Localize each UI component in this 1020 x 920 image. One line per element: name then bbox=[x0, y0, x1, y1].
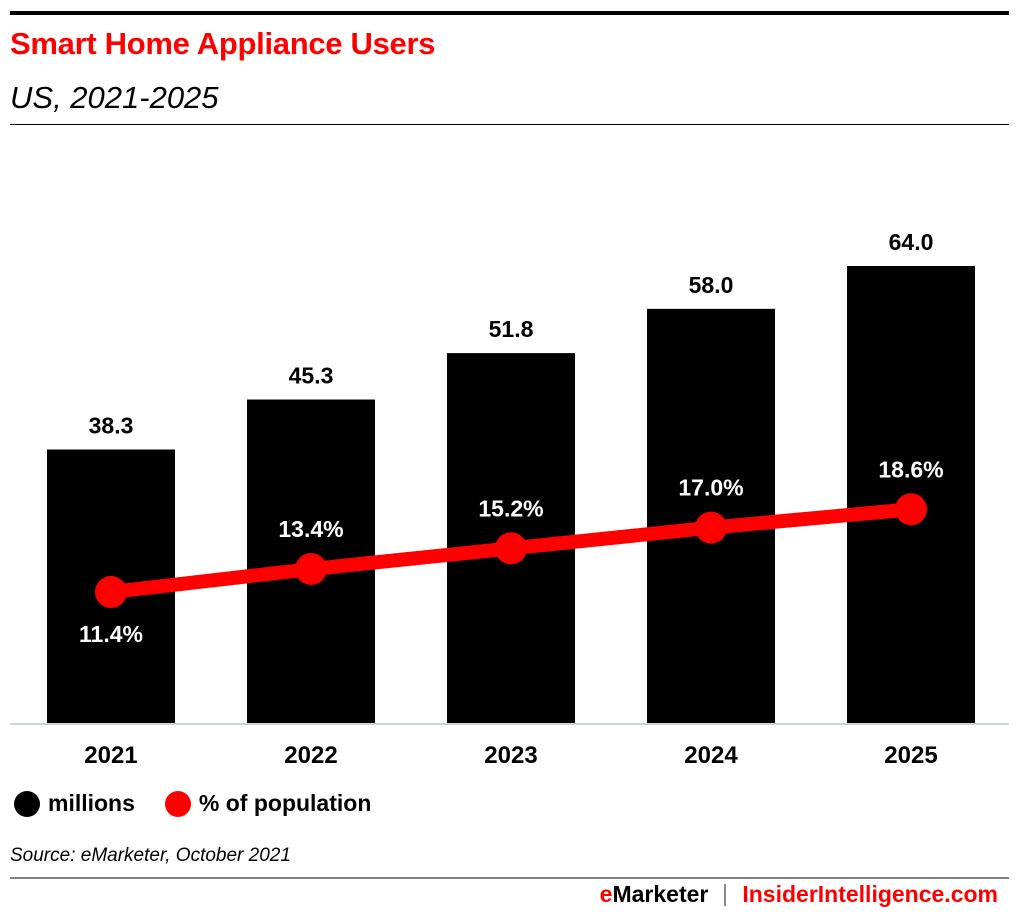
percent-label-2024: 17.0% bbox=[678, 475, 743, 501]
legend-label-millions: millions bbox=[48, 790, 135, 816]
x-tick-label-2022: 2022 bbox=[284, 742, 337, 769]
legend-label-percent: % of population bbox=[198, 790, 372, 816]
footer-separator bbox=[724, 883, 727, 906]
site-link[interactable]: InsiderIntelligence.com bbox=[742, 881, 998, 907]
bar-value-label-2023: 51.8 bbox=[489, 316, 534, 342]
percent-label-2023: 15.2% bbox=[478, 495, 543, 521]
chart-subtitle: US, 2021-2025 bbox=[10, 80, 219, 115]
bar-value-label-2024: 58.0 bbox=[689, 272, 734, 298]
subtitle-rule bbox=[10, 124, 1009, 125]
legend-swatch-percent bbox=[164, 790, 191, 817]
chart-area: 38.3 2021 45.3 2022 51.8 2023 58.0 2024 64.0 2025… bbox=[10, 229, 1009, 769]
chart-title: Smart Home Appliance Users bbox=[10, 26, 436, 61]
x-tick-label-2024: 2024 bbox=[684, 742, 738, 769]
percent-point-2024 bbox=[695, 511, 727, 544]
bar-value-label-2025: 64.0 bbox=[889, 229, 934, 255]
footer-branding: eMarketer InsiderIntelligence.com bbox=[600, 881, 998, 908]
x-tick-label-2025: 2025 bbox=[884, 742, 937, 769]
percent-point-2023 bbox=[495, 532, 527, 565]
top-rule bbox=[10, 11, 1009, 15]
x-tick-label-2021: 2021 bbox=[84, 742, 137, 769]
percent-point-2022 bbox=[295, 553, 327, 586]
bar-value-label-2021: 38.3 bbox=[89, 413, 134, 439]
percent-point-2021 bbox=[95, 576, 127, 608]
x-tick-label-2023: 2023 bbox=[484, 742, 537, 769]
bar-value-label-2022: 45.3 bbox=[289, 363, 334, 389]
legend-item-percent: % of population bbox=[164, 790, 372, 817]
legend: millions % of population bbox=[14, 790, 401, 817]
percent-label-2021: 11.4% bbox=[79, 621, 143, 647]
brand-e: e bbox=[599, 881, 613, 907]
bottom-rule bbox=[10, 877, 1009, 879]
legend-swatch-millions bbox=[14, 790, 40, 817]
percent-label-2022: 13.4% bbox=[278, 516, 343, 542]
legend-item-millions: millions bbox=[14, 790, 135, 817]
brand-logo: eMarketer bbox=[600, 881, 709, 908]
brand-rest: Marketer bbox=[612, 881, 709, 907]
percent-label-2025: 18.6% bbox=[878, 456, 943, 482]
percent-point-2025 bbox=[895, 493, 927, 526]
source-note: Source: eMarketer, October 2021 bbox=[10, 845, 291, 866]
